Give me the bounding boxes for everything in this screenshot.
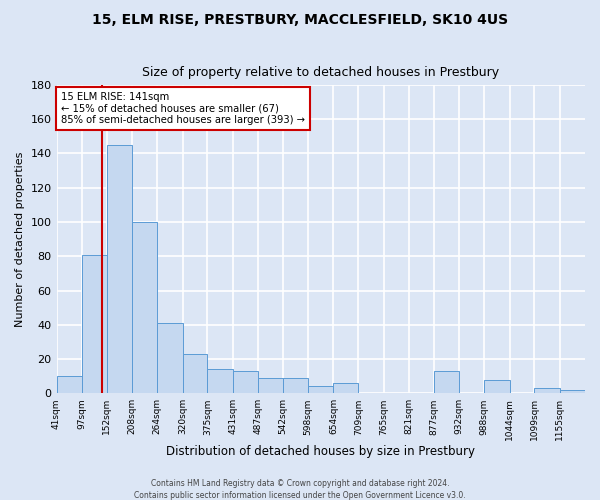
X-axis label: Distribution of detached houses by size in Prestbury: Distribution of detached houses by size …: [166, 444, 475, 458]
Bar: [233, 371, 258, 394]
Bar: [560, 390, 585, 394]
Bar: [208, 370, 233, 394]
Bar: [82, 254, 107, 394]
Bar: [484, 380, 509, 394]
Text: Contains HM Land Registry data © Crown copyright and database right 2024.
Contai: Contains HM Land Registry data © Crown c…: [134, 478, 466, 500]
Y-axis label: Number of detached properties: Number of detached properties: [15, 152, 25, 327]
Bar: [283, 378, 308, 394]
Bar: [434, 371, 459, 394]
Bar: [107, 145, 132, 394]
Bar: [132, 222, 157, 394]
Text: 15 ELM RISE: 141sqm
← 15% of detached houses are smaller (67)
85% of semi-detach: 15 ELM RISE: 141sqm ← 15% of detached ho…: [61, 92, 305, 125]
Bar: [56, 376, 82, 394]
Bar: [334, 383, 358, 394]
Bar: [157, 323, 182, 394]
Text: 15, ELM RISE, PRESTBURY, MACCLESFIELD, SK10 4US: 15, ELM RISE, PRESTBURY, MACCLESFIELD, S…: [92, 12, 508, 26]
Title: Size of property relative to detached houses in Prestbury: Size of property relative to detached ho…: [142, 66, 499, 80]
Bar: [308, 386, 334, 394]
Bar: [535, 388, 560, 394]
Bar: [182, 354, 208, 394]
Bar: [258, 378, 283, 394]
